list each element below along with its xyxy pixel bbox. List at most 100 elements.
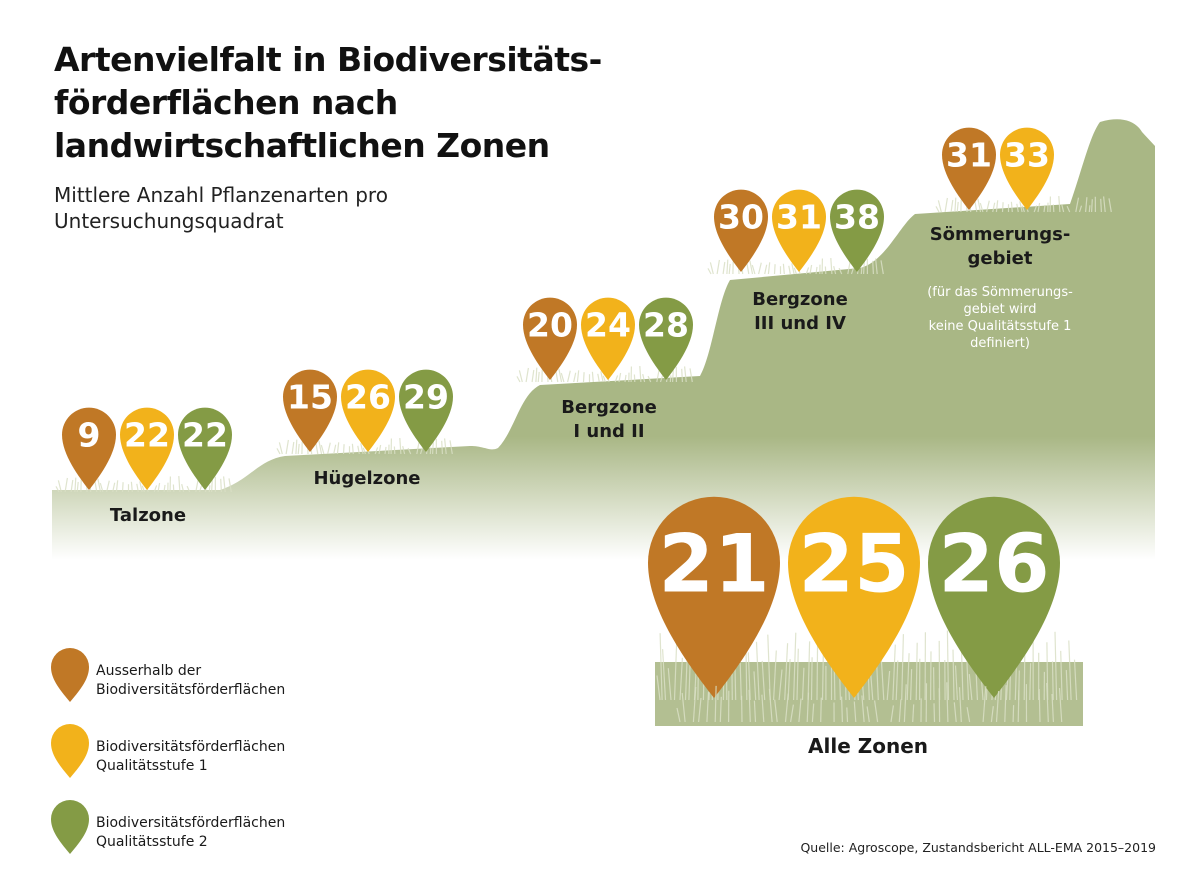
value-drop-qualitaetsstufe_1 (1000, 127, 1054, 210)
grass-blade (163, 484, 166, 493)
grass-blade (208, 485, 211, 493)
grass-blade (1075, 197, 1080, 213)
grass-blade (157, 482, 161, 493)
value-drop-qualitaetsstufe_1 (120, 407, 174, 490)
legend-drop-icon (51, 724, 89, 778)
grass-blade (1016, 203, 1019, 213)
grass-blade (278, 442, 283, 455)
grass-blade (223, 476, 226, 493)
grass-blade (1043, 204, 1046, 213)
grass-blade (399, 438, 402, 455)
zone-note: keine Qualitätsstufe 1 (929, 319, 1072, 334)
grass-blade (1085, 197, 1088, 213)
grass-blade (141, 485, 145, 493)
grass-blade (807, 641, 811, 701)
grass-blade (449, 440, 453, 455)
value-label: 31 (946, 136, 992, 175)
grass-blade (714, 685, 717, 723)
grass-blade (953, 702, 957, 723)
grass-blade (788, 265, 791, 275)
zone-label: III und IV (754, 313, 846, 334)
grass-blade (838, 267, 843, 275)
grass-blade (747, 652, 751, 701)
grass-blade (692, 686, 697, 723)
value-label: 38 (834, 198, 880, 237)
grass-blade (70, 479, 74, 493)
grass-blade (995, 200, 999, 213)
grass-blade (861, 695, 865, 723)
grass-blade (774, 699, 778, 723)
grass-blade (707, 268, 712, 275)
grass-blade (773, 264, 776, 275)
value-drop-qualitaetsstufe_2 (928, 496, 1060, 698)
grass-blade (853, 701, 857, 723)
chart-subtitle: Mittlere Anzahl Pflanzenarten pro Unters… (54, 183, 388, 233)
value-drop-qualitaetsstufe_2 (639, 297, 693, 380)
value-label: 22 (182, 416, 228, 455)
zone-label: I und II (573, 421, 644, 442)
grass-blade (915, 642, 918, 701)
grass-blade (518, 370, 523, 383)
grass-blade (1061, 203, 1065, 213)
grass-blade (1019, 201, 1023, 213)
grass-blade (1100, 198, 1102, 213)
grass-blade (99, 482, 104, 493)
grass-blade (950, 199, 954, 213)
grass-blade (432, 441, 434, 455)
grass-blade (968, 674, 973, 701)
value-label: 26 (345, 378, 391, 417)
grass-blade (944, 197, 948, 213)
grass-blade (1021, 205, 1025, 213)
value-label: 28 (643, 306, 689, 345)
grass-blade (333, 444, 337, 455)
grass-blade (901, 634, 904, 701)
grass-blade (784, 643, 789, 701)
grass-blade (1060, 650, 1063, 701)
grass-blade (956, 201, 959, 213)
grass-blade (716, 259, 720, 275)
grass-blade (863, 261, 865, 275)
grass-blade (362, 447, 366, 455)
grass-blade (850, 267, 855, 275)
value-drop-qualitaetsstufe_1 (788, 496, 920, 698)
value-label: 30 (718, 198, 764, 237)
legend-drop-icon (51, 800, 89, 854)
grass-blade (327, 442, 331, 455)
grass-blade (419, 447, 424, 455)
legend-label-line2: Qualitätsstufe 1 (96, 758, 208, 774)
zone-note: (für das Sömmerungs- (927, 285, 1073, 300)
grass-blade (846, 707, 849, 723)
grass-blade (815, 266, 818, 275)
value-label: 33 (1004, 136, 1050, 175)
grass-blade (659, 633, 663, 701)
value-label: 22 (124, 416, 170, 455)
chart-title: Artenvielfalt in Biodiversitäts-förderfl… (54, 40, 602, 165)
grass-blade (97, 478, 102, 493)
grass-blade (746, 262, 750, 275)
grass-blade (378, 444, 382, 455)
grass-blade (1054, 631, 1058, 701)
grass-blade (689, 368, 693, 383)
grass-blade (898, 699, 902, 723)
grass-blade (555, 370, 559, 383)
grass-blade (681, 368, 683, 383)
grass-blade (285, 439, 289, 455)
grass-blade (178, 476, 181, 493)
grass-blade (958, 687, 962, 723)
grass-blade (614, 375, 619, 383)
grass-blade (1065, 669, 1069, 701)
grass-blade (624, 374, 627, 383)
grass-blade (672, 369, 674, 383)
value-label: 20 (527, 306, 573, 345)
legend-item-qualitaetsstufe-2: Biodiversitätsförderflächen Qualitätsstu… (50, 800, 370, 860)
grass-blade (782, 263, 785, 275)
grass-blade (1038, 688, 1041, 723)
source-note: Quelle: Agroscope, Zustandsbericht ALL-E… (800, 840, 1156, 855)
grass-blade (954, 197, 957, 213)
grass-blade (558, 368, 563, 383)
value-drop-ausserhalb (523, 297, 577, 380)
grass-blade (1037, 202, 1041, 213)
grass-blade (1051, 693, 1054, 723)
grass-blade (728, 263, 731, 275)
grass-blade (1012, 705, 1015, 723)
